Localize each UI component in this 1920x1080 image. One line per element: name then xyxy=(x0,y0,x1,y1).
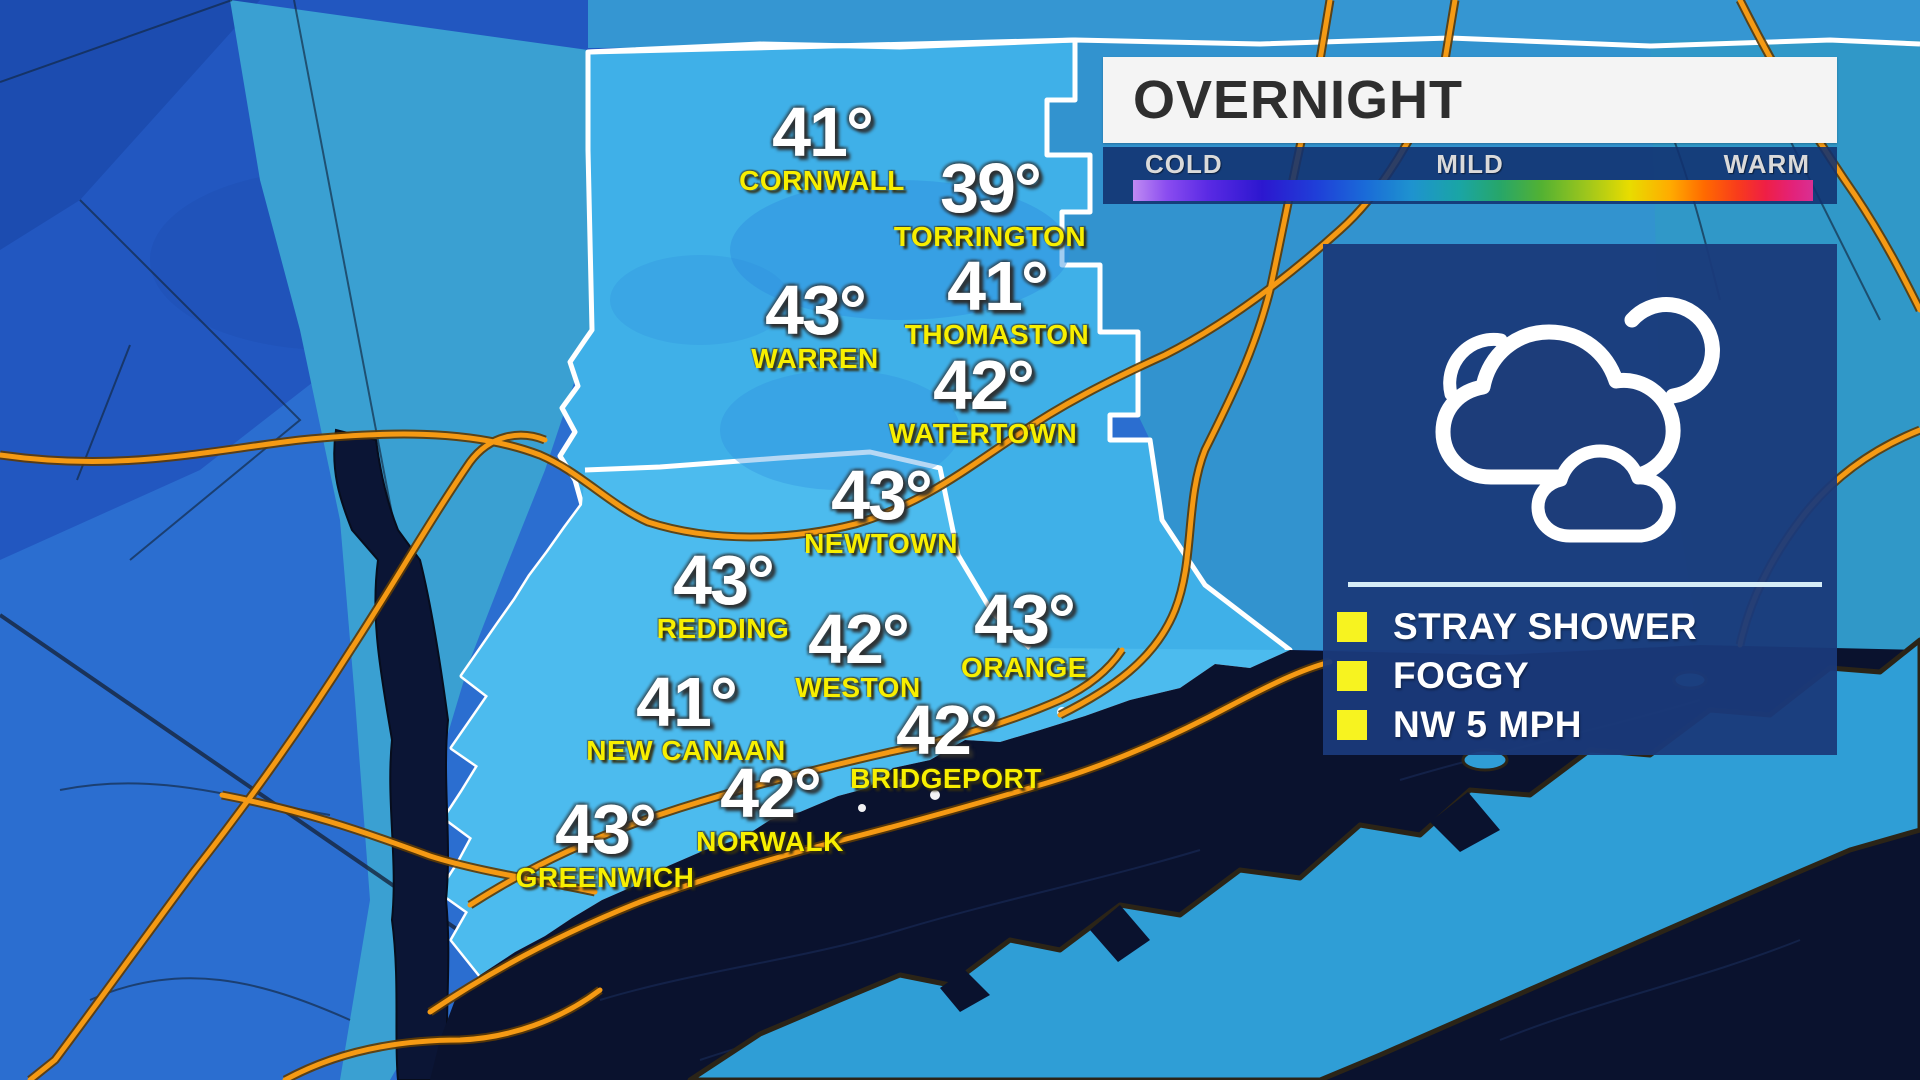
town-name: CORNWALL xyxy=(739,165,905,196)
condition-row-wind: NW 5 MPH xyxy=(1337,700,1827,749)
temp-value: 42° xyxy=(933,346,1035,424)
town-label-torrington: 39° TORRINGTON xyxy=(893,149,1087,252)
town-label-weston: 42° WESTON xyxy=(795,600,921,703)
scale-label-cold: COLD xyxy=(1145,149,1223,179)
town-label-norwalk: 42° NORWALK xyxy=(696,754,844,857)
condition-text: FOGGY xyxy=(1393,654,1530,696)
temp-value: 43° xyxy=(765,271,867,349)
scale-label-mild: MILD xyxy=(1436,149,1504,179)
temp-value: 43° xyxy=(555,790,657,868)
temp-value: 43° xyxy=(831,456,933,534)
bullet-square-icon xyxy=(1337,709,1367,740)
town-label-newtown: 43° NEWTOWN xyxy=(804,456,958,559)
condition-row-foggy: FOGGY xyxy=(1337,651,1827,700)
page-title: OVERNIGHT xyxy=(1133,70,1464,130)
condition-row-stray-shower: STRAY SHOWER xyxy=(1337,602,1827,651)
panel-divider xyxy=(1348,582,1822,587)
temp-value: 42° xyxy=(896,691,998,769)
town-label-orange: 43° ORANGE xyxy=(961,580,1087,683)
temp-value: 42° xyxy=(720,754,822,832)
town-name: NEW CANAAN xyxy=(586,735,786,766)
town-name: GREENWICH xyxy=(515,862,695,893)
town-label-new-canaan: 41° NEW CANAAN xyxy=(586,663,786,766)
conditions-panel: STRAY SHOWER FOGGY NW 5 MPH xyxy=(1323,244,1837,755)
temp-value: 42° xyxy=(808,600,910,678)
state-border-line xyxy=(587,35,1920,55)
town-label-watertown: 42° WATERTOWN xyxy=(888,346,1078,449)
scale-label-warm: WARM xyxy=(1723,149,1810,179)
bullet-square-icon xyxy=(1337,611,1367,642)
town-label-thomaston: 41° THOMASTON xyxy=(904,247,1090,350)
temperature-gradient xyxy=(1133,180,1813,201)
town-name: THOMASTON xyxy=(904,319,1090,350)
temp-value: 41° xyxy=(772,93,874,171)
town-name: BRIDGEPORT xyxy=(850,763,1042,794)
bullet-square-icon xyxy=(1337,660,1367,691)
town-name: REDDING xyxy=(656,613,790,644)
town-name: WARREN xyxy=(751,343,879,374)
hudson-river xyxy=(333,428,450,1080)
temp-value: 39° xyxy=(940,149,1042,227)
temp-value: 41° xyxy=(947,247,1049,325)
cloudy-night-icon xyxy=(1323,244,1837,584)
town-name: NEWTOWN xyxy=(804,528,958,559)
condition-text: STRAY SHOWER xyxy=(1393,605,1698,647)
town-name: ORANGE xyxy=(961,652,1087,683)
town-label-warren: 43° WARREN xyxy=(751,271,879,374)
town-label-cornwall: 41° CORNWALL xyxy=(739,93,905,196)
forecast-period-header: OVERNIGHT xyxy=(1103,57,1837,143)
temp-value: 43° xyxy=(974,580,1076,658)
temperature-scale-bar: COLD MILD WARM xyxy=(1103,147,1837,204)
temp-value: 41° xyxy=(636,663,738,741)
town-label-bridgeport: 42° BRIDGEPORT xyxy=(850,691,1042,794)
town-label-greenwich: 43° GREENWICH xyxy=(515,790,695,893)
town-name: WESTON xyxy=(795,672,921,703)
town-name: NORWALK xyxy=(696,826,844,857)
temp-value: 43° xyxy=(673,541,775,619)
town-name: WATERTOWN xyxy=(888,418,1078,449)
town-name: TORRINGTON xyxy=(893,221,1087,252)
condition-text: NW 5 MPH xyxy=(1393,703,1582,745)
town-label-redding: 43° REDDING xyxy=(656,541,790,644)
